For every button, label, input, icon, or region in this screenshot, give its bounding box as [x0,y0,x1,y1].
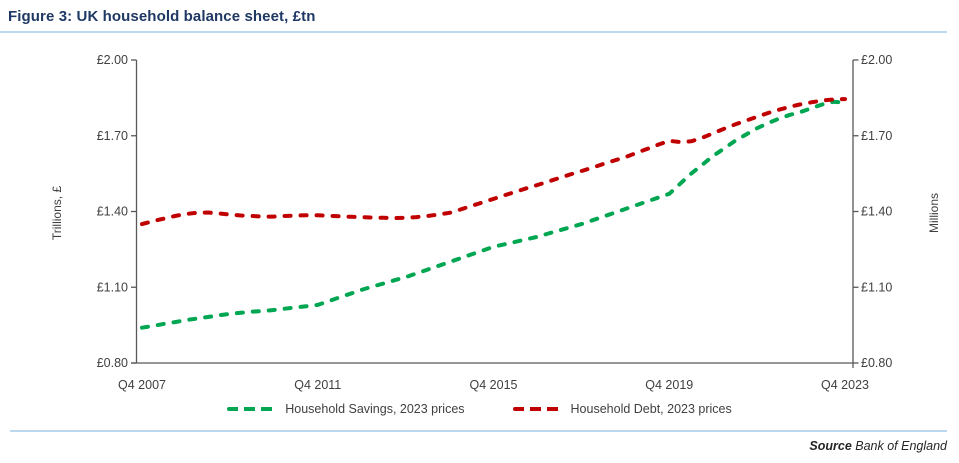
legend-item-savings: Household Savings, 2023 prices [227,402,465,416]
y-tick-label-right: £2.00 [861,53,892,67]
figure-title-bar: Figure 3: UK household balance sheet, £t… [0,6,947,33]
y-tick-label-left: £1.10 [97,280,128,294]
y-tick-label-right: £1.40 [861,205,892,219]
y-tick-label-right: £1.10 [861,280,892,294]
y-axis-title-left: Trillions, £ [50,186,64,241]
y-tick-label-right: £0.80 [861,356,892,370]
source-label: Source [809,439,852,453]
x-tick-label: Q4 2019 [645,378,693,392]
y-tick-label-left: £0.80 [97,356,128,370]
y-tick-label-left: £2.00 [97,53,128,67]
axes [131,59,859,368]
source-text: Source Bank of England [809,439,947,453]
savings-series-line [140,99,847,330]
y-tick-label-right: £1.70 [861,129,892,143]
x-tick-label: Q4 2023 [821,378,869,392]
y-axis-title-right: Millions [927,193,941,233]
x-tick-label: Q4 2007 [118,378,166,392]
savings-dash-icon [227,407,276,411]
balance-sheet-chart: £0.80 £0.80 £1.10 £1.10 £1.40 £1.40 £1.70 £1.70… [50,53,941,392]
legend-item-debt: Household Debt, 2023 prices [512,402,732,416]
figure-title: Figure 3: UK household balance sheet, £t… [8,8,316,25]
y-tick-label-left: £1.40 [97,205,128,219]
source-value: Bank of England [851,439,947,453]
source-bar: Source Bank of England [10,430,947,455]
legend-label-debt: Household Debt, 2023 prices [570,402,732,416]
chart-legend: Household Savings, 2023 prices Household… [0,398,959,420]
x-tick-label: Q4 2011 [294,378,341,392]
legend-label-savings: Household Savings, 2023 prices [285,402,465,416]
debt-dash-icon [512,407,561,411]
debt-series-line [140,97,847,227]
x-tick-label: Q4 2015 [470,378,518,392]
y-tick-label-left: £1.70 [97,129,128,143]
